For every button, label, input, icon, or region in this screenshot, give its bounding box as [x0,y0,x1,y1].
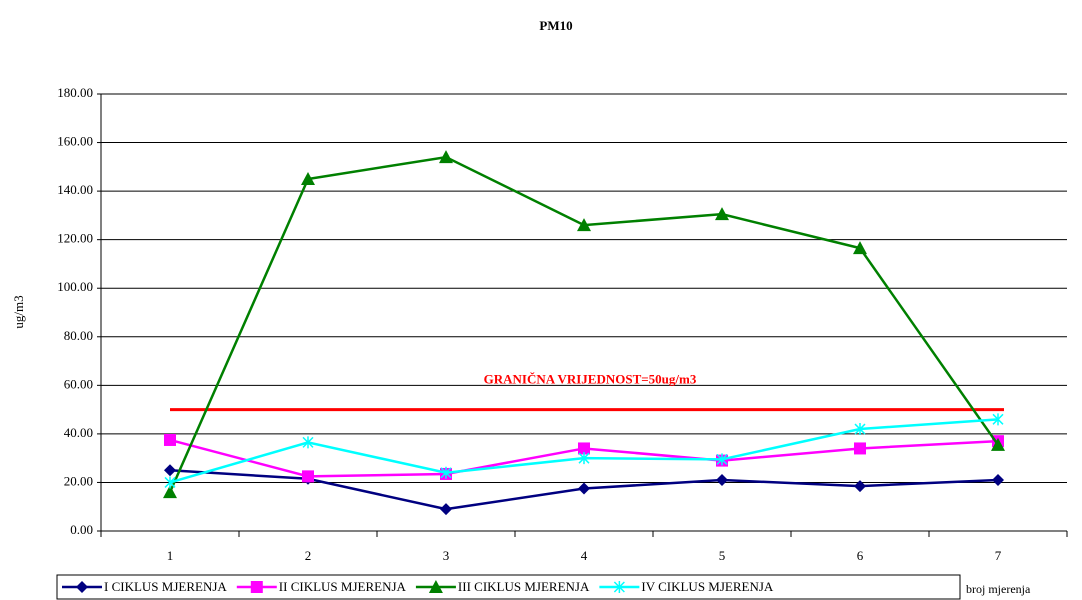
marker [302,436,314,449]
legend-box [56,574,961,600]
marker [854,423,866,436]
marker [76,581,88,593]
x-tick-label: 5 [719,548,726,563]
chart-title: PM10 [539,18,572,33]
y-tick-label: 40.00 [64,425,93,440]
legend-item: I CIKLUS MJERENJA [62,579,227,594]
marker [991,437,1005,451]
marker [302,470,314,483]
marker [164,433,176,446]
marker [301,171,315,185]
x-tick-label: 4 [581,548,588,563]
y-tick-label: 120.00 [57,231,93,246]
y-tick-label: 80.00 [64,328,93,343]
series-line [168,155,1000,493]
x-tick-label: 6 [857,548,864,563]
y-tick-label: 60.00 [64,376,93,391]
x-tick-label: 7 [995,548,1002,563]
x-tick-label: 3 [443,548,450,563]
y-tick-label: 140.00 [57,182,93,197]
marker [578,482,590,495]
marker [164,476,176,489]
legend-item: III CIKLUS MJERENJA [415,579,590,594]
marker [578,442,590,455]
limit-label: GRANIČNA VRIJEDNOST=50ug/m3 [484,372,697,387]
marker [854,442,866,455]
legend-label: III CIKLUS MJERENJA [458,579,590,594]
marker [992,474,1004,487]
marker [439,150,453,164]
y-tick-label: 180.00 [57,85,93,100]
marker [577,218,591,232]
marker [853,241,867,255]
y-tick-label: 0.00 [70,522,93,537]
marker [578,452,590,465]
x-axis-label: broj mjerenja [966,582,1031,596]
y-axis-label: ug/m3 [11,295,26,328]
marker [716,453,728,466]
legend-label: I CIKLUS MJERENJA [104,579,227,594]
marker [428,580,443,593]
marker [163,485,177,499]
marker [440,466,452,479]
legend-label: IV CIKLUS MJERENJA [641,579,774,594]
marker [164,464,176,477]
y-tick-label: 160.00 [57,134,93,149]
x-tick-label: 1 [167,548,174,563]
legend-item: IV CIKLUS MJERENJA [599,579,774,594]
legend-label: II CIKLUS MJERENJA [279,579,407,594]
marker [854,480,866,493]
x-tick-label: 2 [305,548,312,563]
legend-item: II CIKLUS MJERENJA [236,579,407,594]
marker [613,581,625,593]
marker [992,413,1004,426]
y-tick-label: 100.00 [57,279,93,294]
marker [715,207,729,221]
marker [440,503,452,516]
marker [716,474,728,487]
y-tick-label: 20.00 [64,473,93,488]
marker [250,581,263,593]
